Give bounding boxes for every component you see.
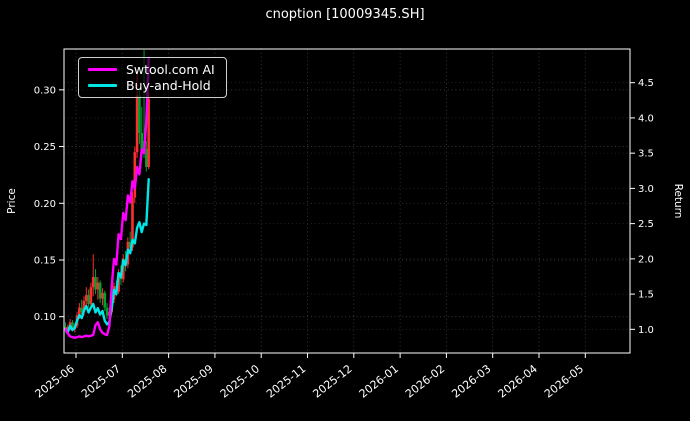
candle-body [135,95,139,153]
candle-body [131,197,134,248]
candle-body [121,258,125,280]
x-tick-label: 2026-04 [496,362,540,401]
return-tick-label: 4.0 [638,113,654,124]
candle-body [80,307,83,313]
candle-body [82,300,86,313]
candle-body [96,282,100,290]
x-tick-label: 2026-03 [449,362,493,401]
candle-body [66,326,70,330]
legend-line-swatch-ai [88,67,117,71]
x-tick-label: 2025-06 [33,362,77,401]
candle-body [91,277,95,288]
candle-body [147,98,150,167]
price-tick-label: 0.30 [34,85,56,96]
line-series [64,56,150,339]
price-axis-label: Price [6,188,18,214]
x-tick-label: 2026-01 [357,362,401,401]
x-tick-label: 2025-07 [79,362,123,401]
x-tick-label: 2025-11 [264,362,308,401]
return-axis-label: Return [672,184,684,219]
legend: Swtool.com AI Buy-and-Hold [78,57,227,98]
axes: 0.10 0.15 0.20 0.25 0.30 1.0 1.5 2.0 2.5 3.0 3.5 4.… [33,48,654,401]
legend-label-ai: Swtool.com AI [126,61,215,77]
price-tick-label: 0.25 [34,142,56,153]
grid-lines [64,49,630,353]
x-tick-label: 2025-12 [310,362,354,401]
legend-item-ai: Swtool.com AI [88,61,218,78]
candle-body [138,95,141,133]
legend-label-bh: Buy-and-Hold [126,78,211,94]
price-tick-label: 0.20 [34,199,56,210]
x-tick-label: 2025-10 [218,362,262,401]
return-tick-label: 1.5 [638,290,654,301]
return-tick-label: 2.5 [638,219,654,230]
price-tick-label: 0.10 [34,312,56,323]
return-tick-label: 2.0 [638,254,654,265]
x-tick-label: 2026-05 [542,362,586,401]
x-tick-label: 2025-09 [172,362,216,401]
candle-body [84,295,88,301]
return-tick-label: 4.5 [638,78,654,89]
candle-body [101,292,104,299]
legend-item-bh: Buy-and-Hold [88,78,218,95]
candle-body [105,307,109,316]
candle-body [145,148,148,167]
candle-body [94,277,97,290]
candle-body [78,307,81,316]
candle-body [98,282,102,299]
candle-body [128,241,132,248]
return-tick-label: 3.0 [638,184,654,195]
candle-body [71,322,74,330]
x-tick-label: 2025-08 [125,362,169,401]
x-tick-label: 2026-02 [403,362,447,401]
chart-title: cnoption [10009345.SH] [265,7,425,22]
price-tick-label: 0.15 [34,255,56,266]
candle-body [89,287,93,305]
candle-body [87,295,90,305]
series-line-bh [64,177,150,334]
series-line-ai [64,56,150,339]
candle-body [140,132,144,152]
candle-body [64,326,67,330]
legend-line-swatch-bh [88,84,117,88]
candle-body [133,152,137,198]
return-tick-label: 3.5 [638,149,654,160]
candle-body [103,292,107,308]
plot-border [63,48,631,354]
return-tick-label: 1.0 [638,325,654,336]
